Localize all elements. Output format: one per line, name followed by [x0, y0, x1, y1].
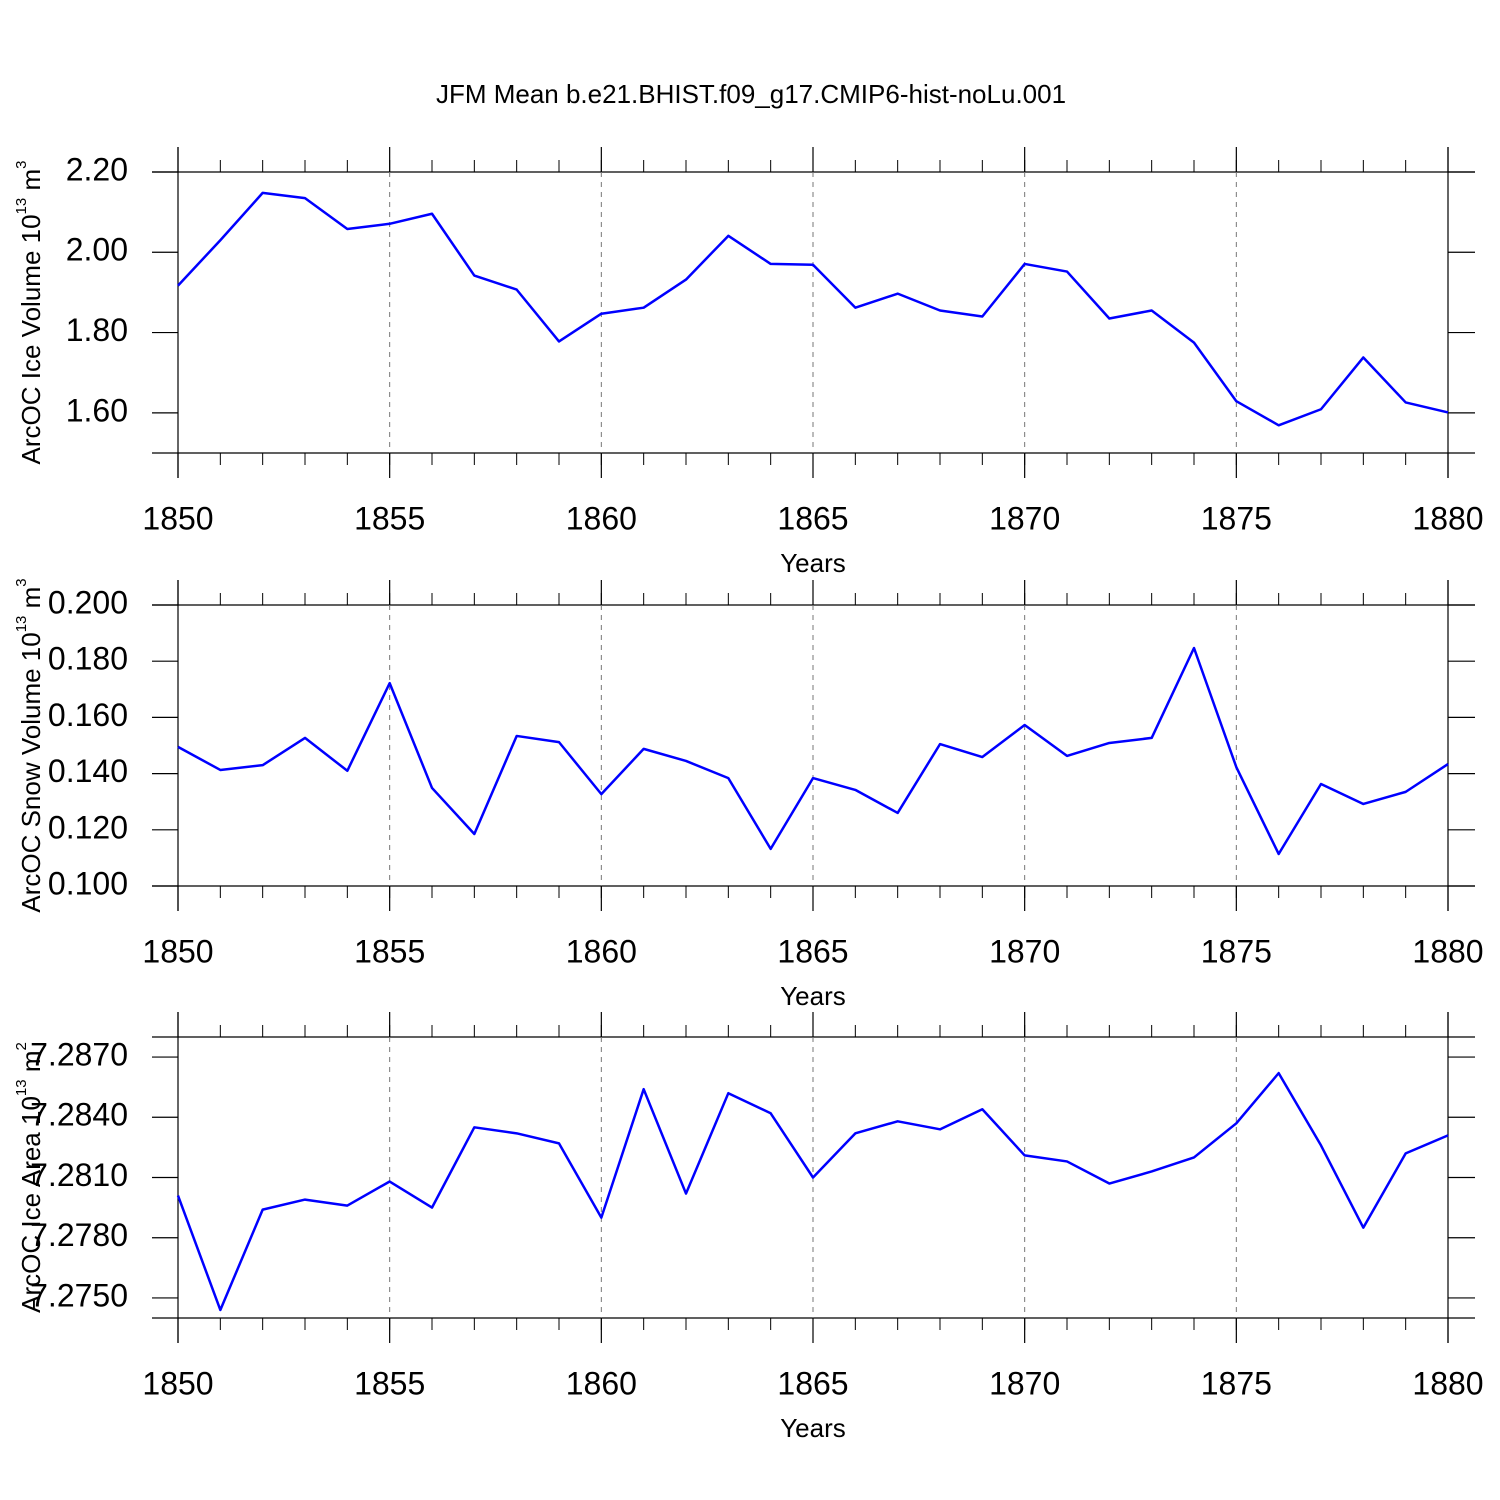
x-tick-label: 1865: [777, 1365, 848, 1401]
y-axis-label-superscript: 3: [13, 578, 30, 586]
figure-title: JFM Mean b.e21.BHIST.f09_g17.CMIP6-hist-…: [436, 79, 1066, 109]
x-tick-label: 1865: [777, 933, 848, 969]
y-axis-label-part: ArcOC Ice Area 10: [16, 1096, 46, 1313]
data-line: [176, 1071, 1449, 1312]
x-tick-label: 1855: [354, 933, 425, 969]
panel: 1850 1855 1860 1865 1870 1875 1880 1.60 1.80 2.00…: [13, 147, 1484, 578]
y-axis-label-superscript: 13: [13, 616, 30, 633]
y-tick-label: 7.2750: [30, 1277, 128, 1313]
y-axis-label-part: m: [16, 169, 46, 198]
x-axis-label: Years: [780, 981, 846, 1011]
x-tick-label: 1850: [142, 500, 213, 536]
y-tick-label: 7.2780: [30, 1217, 128, 1253]
y-tick-label: 7.2840: [30, 1097, 128, 1133]
y-axis-label-part: m: [16, 587, 46, 616]
y-tick-label: 2.00: [66, 232, 128, 268]
y-tick-label: 0.160: [48, 697, 128, 733]
x-tick-label: 1875: [1201, 500, 1272, 536]
y-tick-label: 1.80: [66, 312, 128, 348]
y-axis-label-superscript: 13: [13, 198, 30, 215]
x-tick-label: 1870: [989, 933, 1060, 969]
y-axis-label-part: ArcOC Ice Volume 10: [16, 214, 46, 464]
x-tick-label: 1865: [777, 500, 848, 536]
y-tick-label: 0.200: [48, 584, 128, 620]
y-tick-label: 0.180: [48, 641, 128, 677]
x-tick-label: 1870: [989, 500, 1060, 536]
x-tick-label: 1880: [1412, 1365, 1483, 1401]
x-tick-label: 1860: [566, 933, 637, 969]
x-tick-label: 1860: [566, 500, 637, 536]
x-axis-label: Years: [780, 1413, 846, 1443]
x-tick-label: 1870: [989, 1365, 1060, 1401]
y-tick-label: 1.60: [66, 392, 128, 428]
panel: 1850 1855 1860 1865 1870 1875 1880 0.100 0.120 0.…: [13, 578, 1484, 1011]
y-axis-label: ArcOC Snow Volume 1013 m3: [13, 578, 46, 912]
y-axis-label-superscript: 2: [13, 1042, 30, 1050]
x-tick-label: 1875: [1201, 1365, 1272, 1401]
data-line: [177, 646, 1449, 856]
x-tick-label: 1880: [1412, 500, 1483, 536]
y-tick-label: 2.20: [66, 151, 128, 187]
y-axis-label: ArcOC Ice Area 1013 m2: [13, 1042, 46, 1313]
y-axis-label-part: m: [16, 1051, 46, 1080]
x-tick-label: 1850: [142, 933, 213, 969]
x-tick-label: 1850: [142, 1365, 213, 1401]
y-tick-label: 7.2810: [30, 1157, 128, 1193]
y-axis-label: ArcOC Ice Volume 1013 m3: [13, 161, 46, 465]
x-tick-label: 1860: [566, 1365, 637, 1401]
y-tick-label: 0.120: [48, 809, 128, 845]
y-tick-label: 0.140: [48, 753, 128, 789]
x-tick-label: 1855: [354, 1365, 425, 1401]
y-tick-label: 7.2870: [30, 1037, 128, 1073]
y-axis-label-part: ArcOC Snow Volume 10: [16, 632, 46, 912]
x-axis-label: Years: [780, 548, 846, 578]
x-tick-label: 1880: [1412, 933, 1483, 969]
panel: 1850 1855 1860 1865 1870 1875 1880 7.2750 7.2780…: [13, 1012, 1484, 1443]
y-tick-label: 0.100: [48, 865, 128, 901]
y-axis-label-superscript: 13: [13, 1079, 30, 1096]
data-line: [177, 191, 1449, 427]
x-tick-label: 1855: [354, 500, 425, 536]
x-tick-label: 1875: [1201, 933, 1272, 969]
y-axis-label-superscript: 3: [13, 161, 30, 169]
